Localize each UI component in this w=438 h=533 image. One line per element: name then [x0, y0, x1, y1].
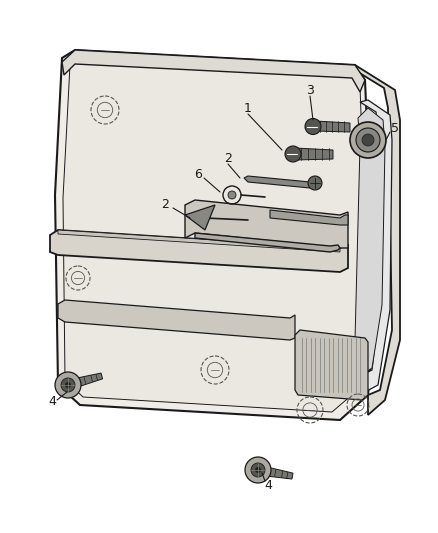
Text: 3: 3: [305, 84, 313, 96]
Polygon shape: [314, 121, 349, 132]
Polygon shape: [55, 50, 374, 420]
Polygon shape: [294, 330, 367, 400]
Circle shape: [251, 463, 265, 477]
Polygon shape: [257, 465, 292, 479]
Text: 4: 4: [264, 480, 271, 492]
Circle shape: [227, 191, 236, 199]
Polygon shape: [244, 176, 317, 188]
Circle shape: [254, 467, 261, 473]
Polygon shape: [184, 200, 347, 248]
Text: 1: 1: [244, 101, 251, 115]
Polygon shape: [354, 108, 384, 375]
Polygon shape: [50, 230, 347, 272]
Circle shape: [244, 457, 270, 483]
Circle shape: [61, 378, 75, 392]
Circle shape: [284, 146, 300, 162]
Circle shape: [361, 134, 373, 146]
Text: 5: 5: [390, 122, 398, 134]
Text: 6: 6: [194, 168, 201, 182]
Circle shape: [65, 382, 71, 388]
Polygon shape: [194, 233, 339, 252]
Polygon shape: [67, 373, 102, 390]
Polygon shape: [58, 230, 339, 252]
Polygon shape: [294, 148, 332, 160]
Text: 2: 2: [161, 198, 169, 212]
Polygon shape: [62, 50, 364, 92]
Polygon shape: [269, 210, 347, 225]
Polygon shape: [58, 300, 294, 340]
Circle shape: [349, 122, 385, 158]
Circle shape: [307, 176, 321, 190]
Polygon shape: [184, 205, 215, 230]
Circle shape: [355, 128, 379, 152]
Text: 2: 2: [223, 151, 231, 165]
Polygon shape: [354, 65, 399, 415]
Circle shape: [55, 372, 81, 398]
Polygon shape: [359, 100, 391, 392]
Circle shape: [304, 118, 320, 134]
Polygon shape: [63, 58, 367, 412]
Text: 4: 4: [48, 395, 56, 408]
